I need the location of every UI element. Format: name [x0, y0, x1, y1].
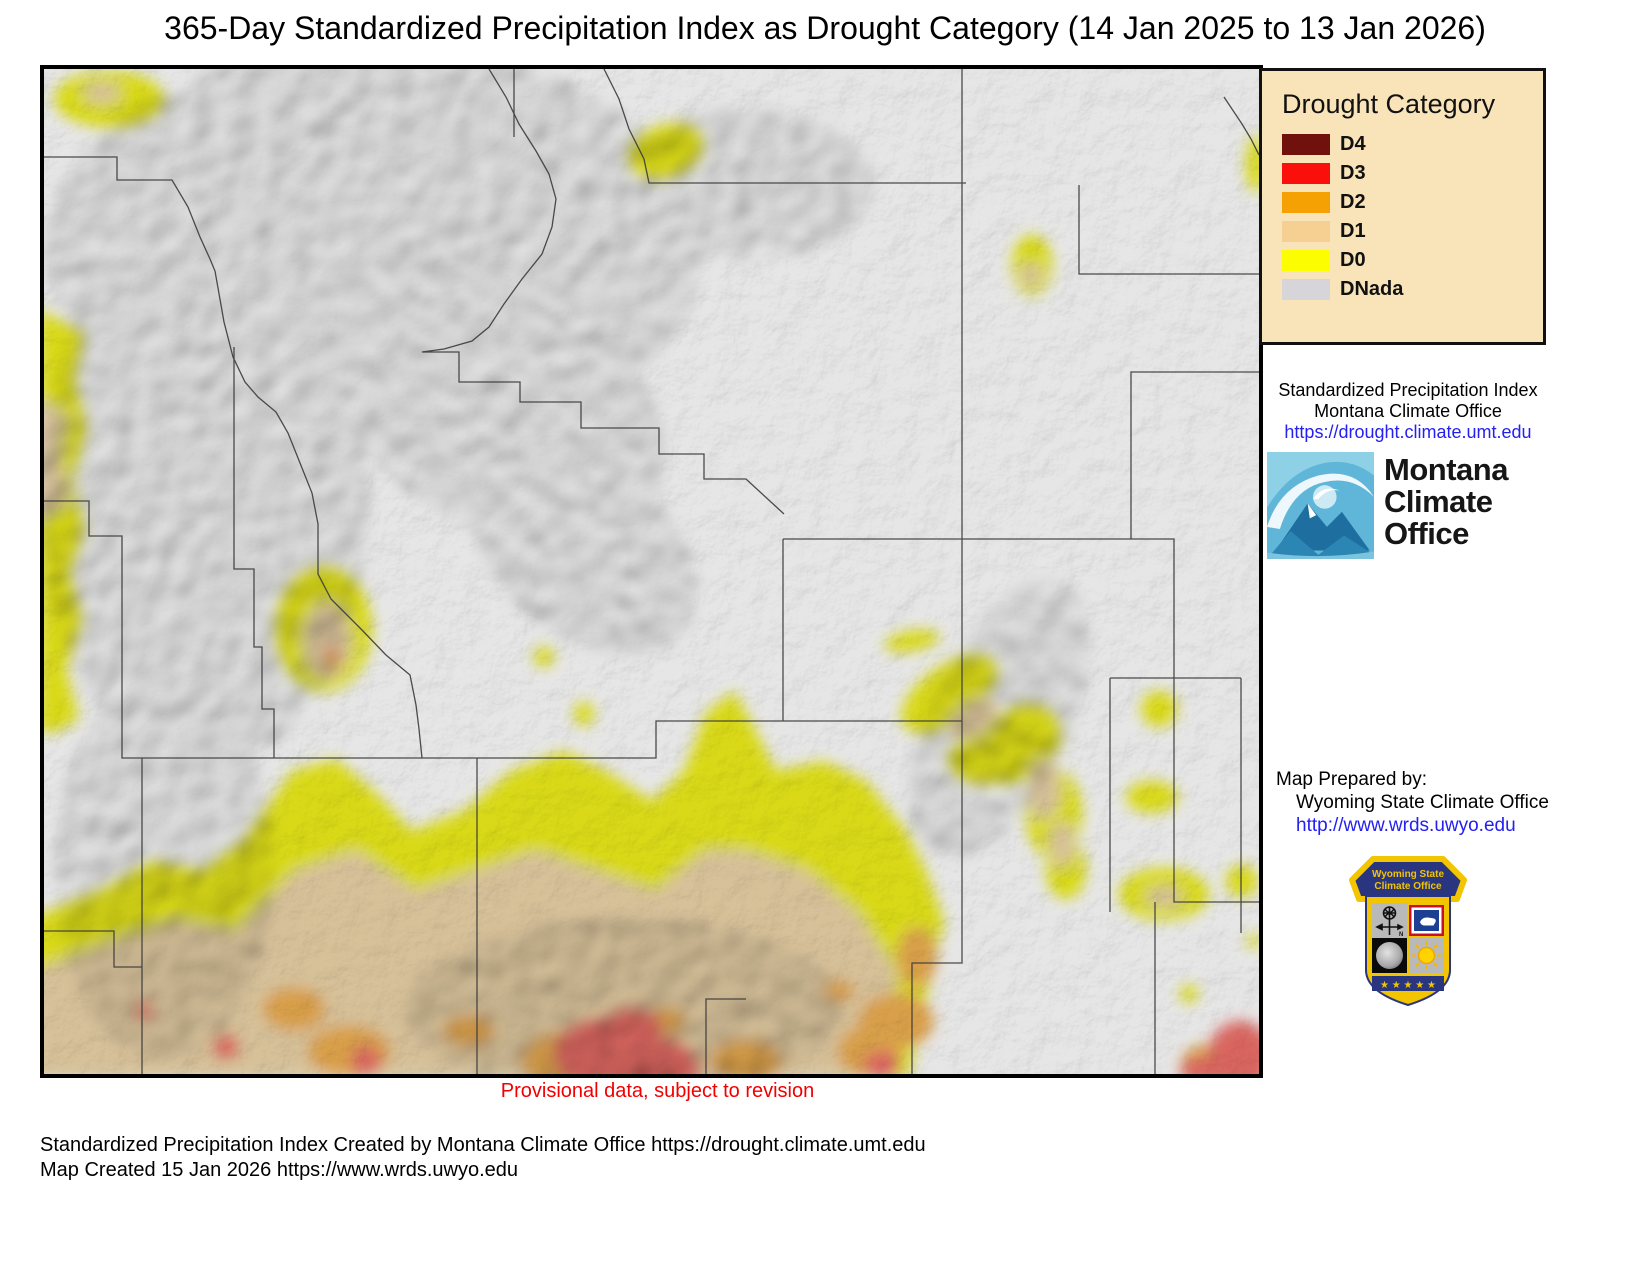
mco-word-montana: Montana	[1384, 452, 1508, 487]
source-line2: Montana Climate Office	[1314, 401, 1502, 421]
shield-stars: ★ ★ ★ ★ ★	[1380, 980, 1436, 991]
shield-banner-line2: Climate Office	[1374, 881, 1442, 892]
prepared-org: Wyoming State Climate Office	[1296, 792, 1549, 813]
wsco-shield-logo: Wyoming State Climate Office N	[1344, 850, 1472, 1012]
legend-row-d1: D1	[1282, 221, 1543, 242]
d4-swatch	[1282, 134, 1330, 155]
wrds-link[interactable]: http://www.wrds.uwyo.edu	[1296, 815, 1516, 836]
boundary-lines	[44, 69, 1259, 1074]
prepared-label: Map Prepared by:	[1276, 769, 1428, 790]
source-line1: Standardized Precipitation Index	[1278, 380, 1538, 400]
d3-label: D3	[1340, 162, 1366, 184]
legend-row-dnada: DNada	[1282, 279, 1543, 300]
mco-logo-text: Montana Climate Office	[1384, 452, 1508, 550]
legend: Drought Category D4 D3 D2 D1 D0 DNada	[1259, 68, 1546, 345]
page-title: 365-Day Standardized Precipitation Index…	[164, 10, 1486, 46]
drought-climate-link[interactable]: https://drought.climate.umt.edu	[1284, 422, 1532, 442]
footer-line1: Standardized Precipitation Index Created…	[40, 1134, 926, 1156]
legend-title: Drought Category	[1282, 89, 1496, 119]
legend-row-d4: D4	[1282, 134, 1543, 155]
mco-word-climate: Climate	[1384, 484, 1493, 519]
d1-swatch	[1282, 221, 1330, 242]
legend-row-d0: D0	[1282, 250, 1543, 271]
mco-logo-icon	[1267, 452, 1374, 559]
mco-word-office: Office	[1384, 516, 1469, 551]
d4-label: D4	[1340, 133, 1366, 155]
d0-label: D0	[1340, 249, 1366, 271]
wsco-shield-icon: Wyoming State Climate Office N	[1349, 856, 1467, 1007]
footer: Standardized Precipitation Index Created…	[40, 1133, 1440, 1183]
legend-row-d3: D3	[1282, 163, 1543, 184]
weathervane-n-label: N	[1399, 932, 1403, 938]
legend-row-d2: D2	[1282, 192, 1543, 213]
dnada-swatch	[1282, 279, 1330, 300]
drought-map-canvas	[44, 69, 1259, 1074]
drought-shading	[44, 71, 1259, 1074]
provisional-note: Provisional data, subject to revision	[500, 1080, 815, 1102]
source-block: Standardized Precipitation Index Montana…	[1262, 380, 1554, 443]
footer-line2: Map Created 15 Jan 2026 https://www.wrds…	[40, 1159, 519, 1181]
prepared-block: Map Prepared by: Wyoming State Climate O…	[1276, 768, 1554, 837]
wyoming-flag-icon	[1409, 905, 1444, 936]
d3-swatch	[1282, 163, 1330, 184]
dnada-label: DNada	[1340, 278, 1404, 300]
d0-swatch	[1282, 250, 1330, 271]
d2-swatch	[1282, 192, 1330, 213]
drought-map	[40, 65, 1263, 1078]
shield-banner-line1: Wyoming State	[1372, 869, 1444, 880]
d1-label: D1	[1340, 220, 1366, 242]
mco-logo: Montana Climate Office	[1267, 452, 1553, 562]
d2-label: D2	[1340, 191, 1366, 213]
